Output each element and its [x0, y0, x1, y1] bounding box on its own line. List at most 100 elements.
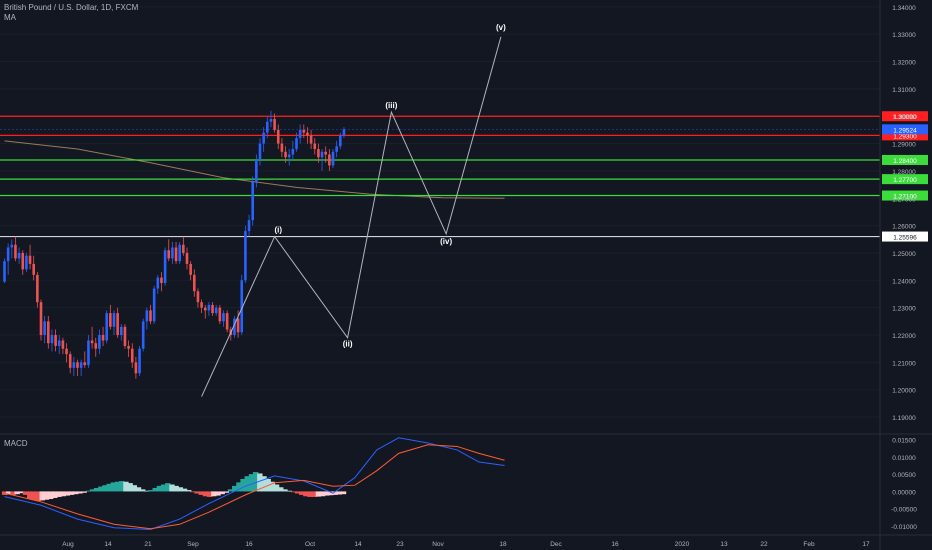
candle-body	[335, 146, 338, 152]
price-tick-label: 1.34000	[892, 5, 916, 12]
macd-histogram-bar	[206, 491, 213, 497]
candle-body	[251, 181, 254, 221]
candle-body	[25, 255, 28, 270]
time-tick-label: Feb	[803, 541, 815, 548]
candle-body	[47, 321, 50, 344]
macd-histogram-bar	[319, 491, 326, 497]
macd-histogram-bar	[127, 483, 133, 492]
candle-body	[317, 149, 320, 158]
macd-histogram-bar	[328, 491, 334, 496]
candle-body	[287, 154, 291, 158]
level-price-tag	[882, 174, 928, 185]
candle-body	[120, 326, 123, 336]
macd-histogram-bar	[236, 482, 242, 492]
macd-histogram-bar	[190, 491, 196, 493]
time-tick-label: 14	[104, 541, 112, 548]
time-tick-label: 16	[245, 541, 253, 548]
candle-body	[98, 335, 101, 349]
candle-body	[328, 154, 331, 166]
level-price-tag	[882, 154, 928, 165]
macd-histogram-bar	[10, 491, 16, 496]
candle-body	[152, 288, 156, 322]
level-price-label: 1.29524	[893, 127, 917, 134]
candle-body	[214, 307, 218, 314]
macd-histogram-bar	[64, 491, 71, 496]
time-tick-label: Dec	[550, 541, 562, 548]
candle-body	[298, 129, 302, 139]
candle-body	[174, 247, 178, 262]
macd-histogram-bar	[290, 491, 297, 493]
candle-body	[28, 255, 32, 264]
macd-histogram-bar	[85, 490, 91, 492]
time-tick-label: 16	[611, 541, 619, 548]
time-tick-label: Oct	[305, 541, 315, 548]
level-price-label: 1.25596	[893, 235, 917, 242]
macd-label: MACD	[4, 439, 28, 448]
price-tick-label: 1.26000	[892, 224, 916, 231]
macd-histogram-bar	[269, 481, 276, 492]
candle-body	[138, 348, 141, 374]
time-tick-label: Nov	[432, 541, 444, 548]
price-tick-label: 1.24000	[892, 278, 916, 285]
macd-histogram-bar	[181, 488, 188, 492]
candle-body	[79, 362, 83, 368]
candle-body	[127, 345, 130, 349]
macd-histogram-bar	[110, 482, 117, 492]
candle-body	[163, 250, 167, 284]
candle-body	[134, 362, 138, 374]
level-price-tag	[882, 190, 928, 201]
macd-histogram-bar	[232, 485, 238, 492]
price-tick-label: 1.30000	[892, 114, 916, 121]
macd-histogram-bar	[31, 491, 37, 501]
candle-body	[32, 263, 35, 275]
macd-histogram-bar	[47, 491, 54, 500]
candle-body	[68, 354, 72, 368]
candle-body	[342, 129, 346, 136]
candle-body	[94, 343, 98, 349]
chart-header: British Pound / U.S. Dollar, 1D, FXCM MA	[4, 3, 138, 23]
level-price-tag	[882, 231, 928, 242]
level-price-label: 1.28400	[893, 158, 917, 165]
macd-tick-label: 0.01500	[892, 438, 916, 445]
candle-body	[313, 143, 317, 150]
candle-body	[233, 318, 236, 336]
candle-body	[178, 244, 181, 262]
macd-histogram-bar	[160, 484, 167, 492]
candle-body	[324, 151, 327, 155]
candle-body	[116, 313, 119, 336]
price-tick-label: 1.28000	[892, 169, 916, 176]
candle-body	[291, 149, 295, 155]
macd-histogram-bar	[219, 491, 225, 495]
time-tick-label: 22	[760, 541, 768, 548]
candle-body	[240, 280, 244, 333]
candle-body	[105, 313, 108, 341]
candle-body	[284, 151, 287, 158]
price-tick-label: 1.29000	[892, 142, 916, 149]
macd-histogram-bar	[43, 491, 50, 500]
wave-label: (iv)	[440, 237, 452, 246]
candle-body	[255, 159, 258, 182]
macd-histogram-bar	[39, 491, 45, 501]
candle-body	[276, 129, 280, 144]
macd-histogram-bar	[307, 491, 313, 497]
macd-histogram-bar	[186, 490, 192, 492]
macd-histogram-bar	[135, 487, 142, 492]
macd-histogram-bar	[173, 485, 179, 492]
macd-histogram-bar	[248, 474, 255, 492]
wave-label: (i)	[274, 226, 282, 235]
price-tick-label: 1.32000	[892, 60, 916, 67]
candle-body	[196, 291, 200, 303]
macd-histogram-bar	[332, 491, 338, 495]
macd-histogram-bar	[35, 491, 41, 502]
macd-histogram-bar	[98, 486, 104, 492]
candle-body	[3, 261, 6, 282]
macd-histogram-bar	[215, 491, 221, 496]
wave-label: (iii)	[385, 101, 397, 110]
candle-body	[189, 263, 192, 275]
moving-average	[4, 140, 505, 199]
candle-body	[306, 132, 309, 136]
candle-body	[54, 335, 57, 346]
macd-tick-label: 0.00500	[892, 472, 916, 479]
